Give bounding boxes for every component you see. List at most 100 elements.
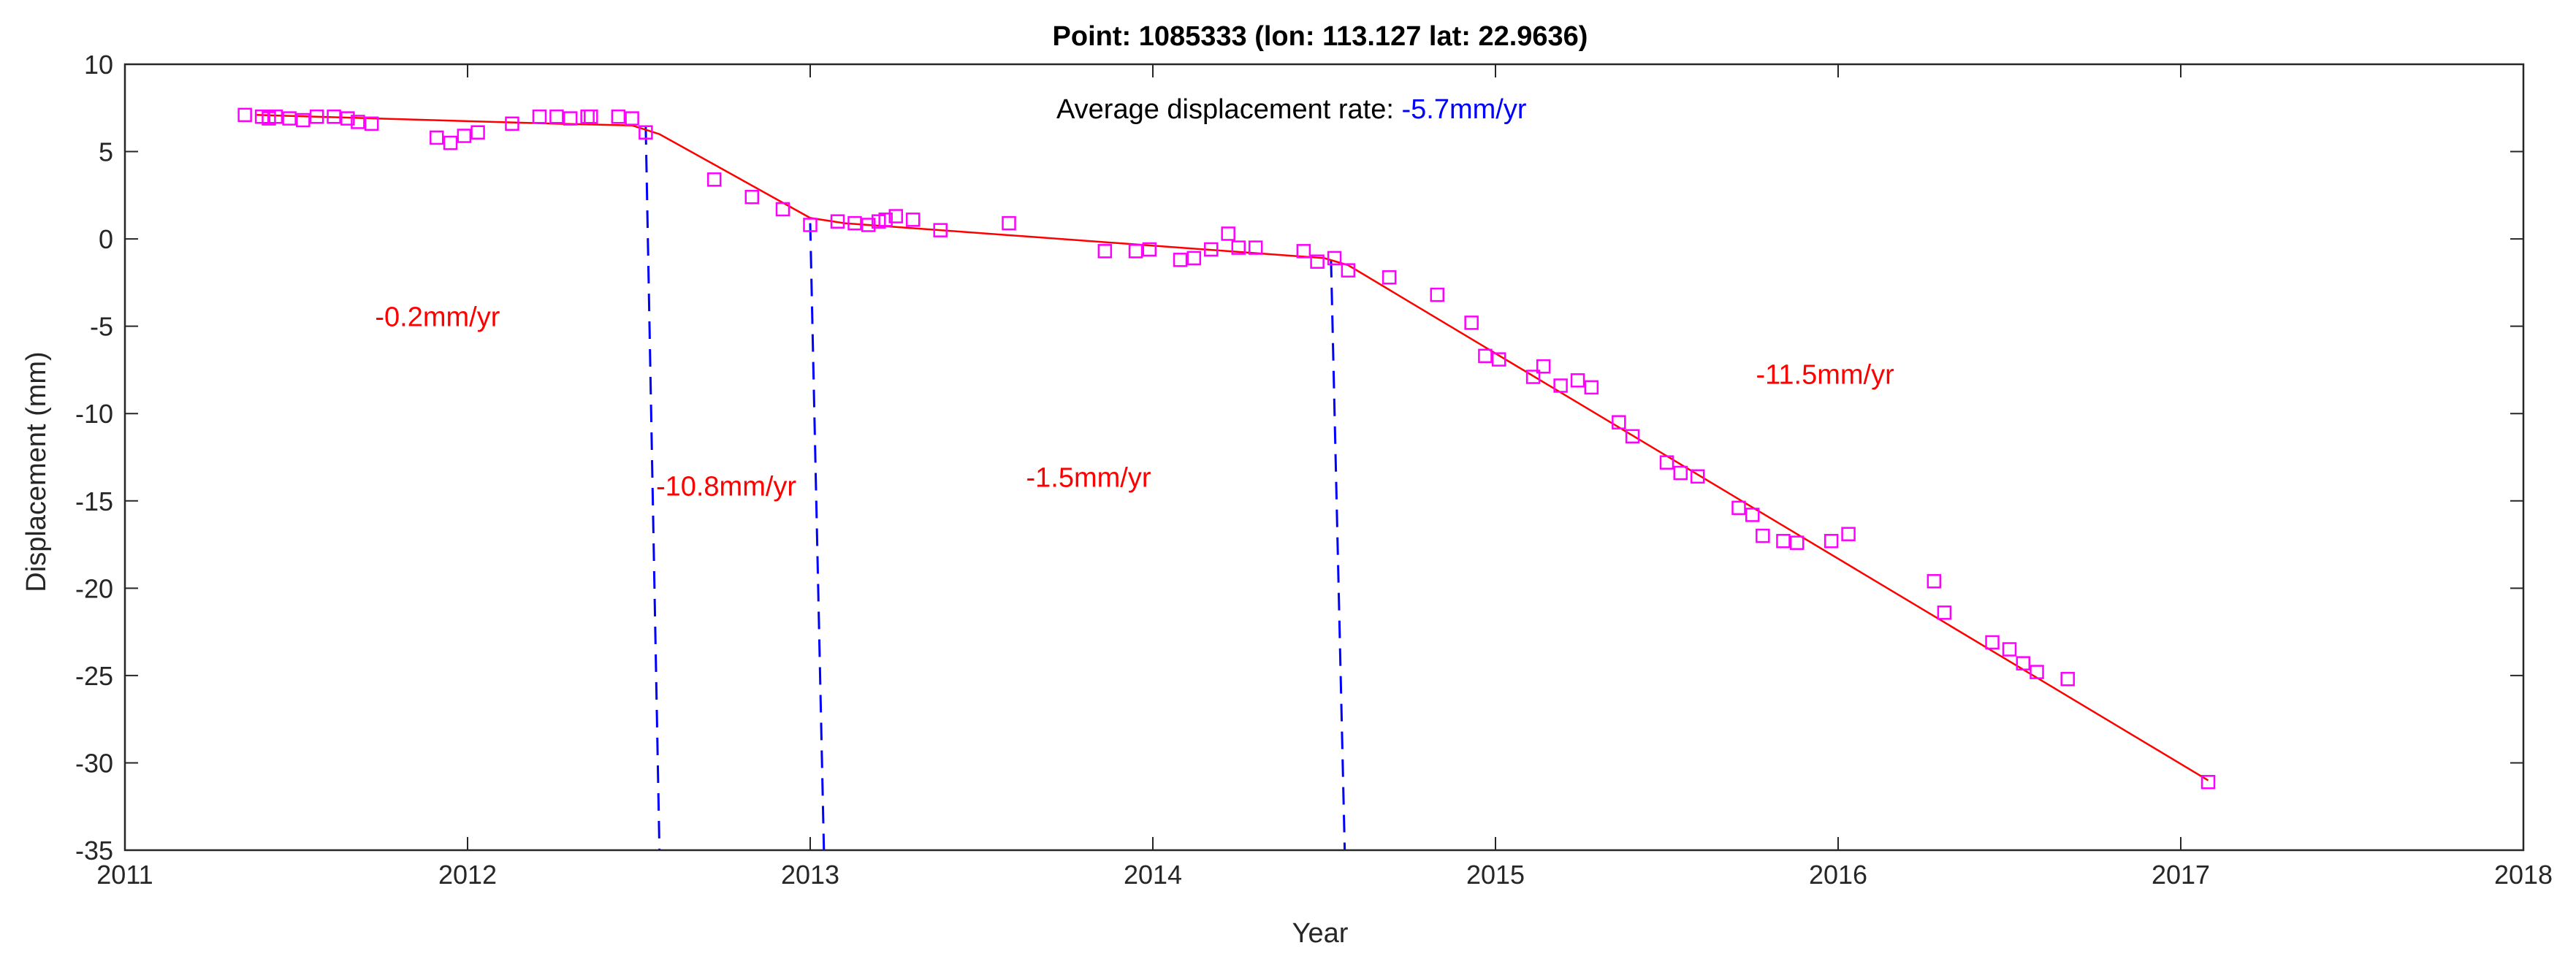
data-point xyxy=(1128,244,1143,259)
data-point xyxy=(327,109,341,124)
y-tick-label: -5 xyxy=(90,312,113,342)
data-point xyxy=(340,111,355,126)
average-rate-value: -5.7mm/yr xyxy=(1401,94,1526,125)
y-tick-label: -15 xyxy=(75,486,113,516)
data-point xyxy=(639,125,653,140)
data-point xyxy=(861,218,876,232)
data-point xyxy=(775,202,790,217)
data-point xyxy=(611,109,626,124)
data-point xyxy=(430,130,444,145)
segment-rate-label: -1.5mm/yr xyxy=(1026,463,1151,494)
x-axis-label: Year xyxy=(1292,918,1349,949)
data-point xyxy=(933,223,948,237)
data-point xyxy=(584,109,598,124)
data-point xyxy=(1731,500,1746,516)
data-point xyxy=(268,109,283,124)
data-point xyxy=(1776,534,1791,549)
data-point xyxy=(1173,253,1188,267)
data-point xyxy=(1491,352,1506,367)
data-point xyxy=(1231,240,1246,255)
data-point xyxy=(296,112,310,128)
data-point xyxy=(2030,665,2044,679)
breakpoint-lines xyxy=(644,127,1346,851)
data-point xyxy=(1203,242,1219,257)
data-point xyxy=(549,109,564,124)
data-point xyxy=(443,135,458,150)
data-point xyxy=(1789,535,1805,550)
y-tick-label: -30 xyxy=(75,748,113,778)
y-tick-label: 0 xyxy=(99,224,113,254)
data-point xyxy=(1673,465,1688,481)
data-point xyxy=(1221,226,1235,241)
x-tick-label: 2017 xyxy=(2152,860,2210,890)
average-rate-annotation: Average displacement rate: -5.7mm/yr xyxy=(1056,94,1527,125)
y-tick-label: -25 xyxy=(75,661,113,691)
breakpoint-line xyxy=(1330,259,1346,851)
data-point xyxy=(470,125,485,140)
data-point xyxy=(457,129,472,143)
data-point xyxy=(905,213,921,227)
data-point xyxy=(830,214,845,229)
x-tick-label: 2012 xyxy=(438,860,497,890)
y-tick-label: -20 xyxy=(75,573,113,603)
data-point xyxy=(1186,251,1202,266)
y-axis-label: Displacement (mm) xyxy=(21,351,52,592)
data-point xyxy=(2002,642,2017,657)
data-point xyxy=(1341,263,1356,278)
data-point xyxy=(1570,373,1585,388)
data-point xyxy=(706,172,722,187)
data-point xyxy=(1310,254,1325,269)
data-point xyxy=(1430,287,1445,302)
data-point xyxy=(1659,455,1674,470)
y-tick-label: -10 xyxy=(75,399,113,429)
data-point xyxy=(625,111,639,126)
x-tick-label: 2014 xyxy=(1124,860,1182,890)
data-point xyxy=(563,111,578,126)
breakpoint-line xyxy=(644,127,661,851)
data-point xyxy=(505,116,519,131)
data-point xyxy=(1142,242,1157,257)
x-tick-label: 2011 xyxy=(96,860,153,890)
data-point xyxy=(364,116,379,131)
data-point xyxy=(1690,469,1705,484)
segment-rate-label: -10.8mm/yr xyxy=(656,472,796,503)
y-tick-label: 10 xyxy=(84,50,113,80)
axis-ticks: 2011 2012 2013 2014 2015 2016 2017 2018 10 5 0 -5 -1… xyxy=(75,50,2553,890)
data-point xyxy=(744,189,760,205)
segment-rate-labels: -0.2mm/yr -10.8mm/yr -1.5mm/yr -11.5mm/yr xyxy=(375,302,1894,503)
data-point xyxy=(1097,244,1113,259)
x-tick-label: 2015 xyxy=(1466,860,1525,890)
x-tick-label: 2016 xyxy=(1809,860,1867,890)
axes-box xyxy=(123,63,2525,852)
x-tick-label: 2018 xyxy=(2494,860,2553,890)
data-point xyxy=(1824,534,1839,549)
y-tick-label: -35 xyxy=(75,836,113,866)
data-point xyxy=(803,218,818,232)
average-rate-label: Average displacement rate: xyxy=(1056,94,1401,125)
data-point xyxy=(1841,527,1856,541)
data-point xyxy=(1478,348,1493,364)
data-point xyxy=(1296,244,1311,259)
data-point xyxy=(1756,528,1770,543)
y-tick-label: 5 xyxy=(99,137,113,167)
data-point xyxy=(309,109,324,124)
data-point xyxy=(2016,656,2031,670)
segment-rate-label: -11.5mm/yr xyxy=(1756,360,1894,391)
segment-rate-label: -0.2mm/yr xyxy=(375,302,500,333)
breakpoint-line xyxy=(809,223,826,851)
data-point xyxy=(1382,270,1397,285)
data-point xyxy=(1248,240,1263,255)
data-point xyxy=(878,213,893,227)
data-point xyxy=(1584,380,1599,395)
data-point xyxy=(1612,415,1626,429)
data-point xyxy=(1002,215,1016,231)
data-point xyxy=(2060,671,2075,687)
data-point xyxy=(237,107,252,123)
data-point xyxy=(1464,316,1479,330)
data-points xyxy=(237,107,2216,790)
data-point xyxy=(1553,378,1568,393)
data-point xyxy=(847,215,862,231)
